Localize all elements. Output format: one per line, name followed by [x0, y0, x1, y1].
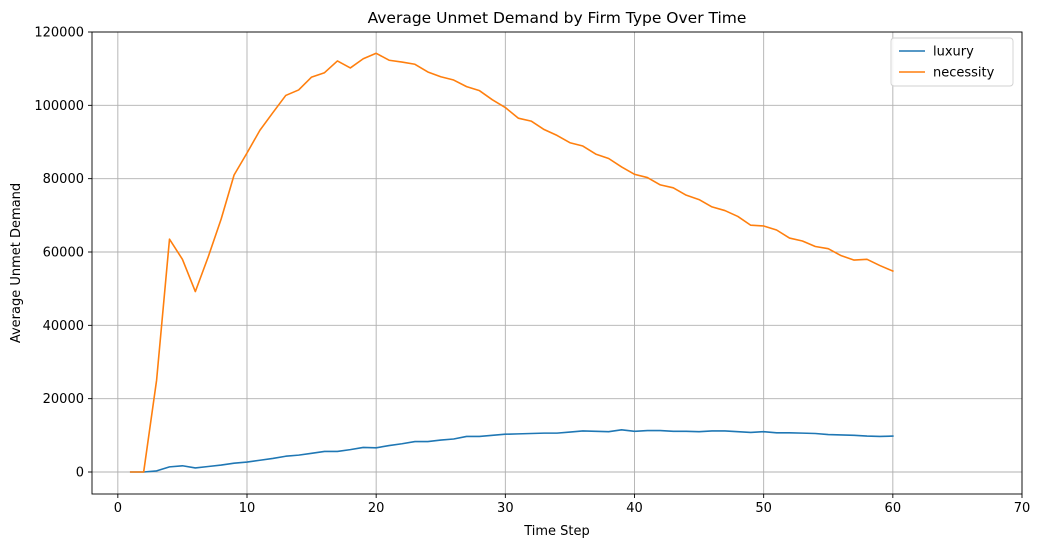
y-tick-label: 20000	[43, 392, 84, 407]
series-line-luxury	[129, 429, 894, 473]
legend-box	[890, 37, 1014, 87]
series-lines	[129, 52, 894, 473]
x-axis-title: Time Step	[523, 524, 590, 539]
x-tick-label: 50	[755, 501, 772, 516]
y-tick-label: 60000	[43, 246, 84, 261]
legend-label-necessity: necessity	[933, 66, 995, 81]
chart-title: Average Unmet Demand by Firm Type Over T…	[368, 9, 747, 27]
legend: luxury necessity	[890, 37, 1014, 87]
y-axis: 0 20000 40000 60000 80000 100000 120000	[34, 26, 92, 481]
x-tick-label: 0	[114, 501, 122, 516]
x-tick-label: 10	[239, 501, 256, 516]
x-tick-label: 60	[885, 501, 902, 516]
y-tick-label: 100000	[34, 99, 84, 114]
series-line-necessity	[129, 52, 894, 473]
plot-frame	[91, 31, 1023, 495]
x-axis: 0 10 20 30 40 50 60 70	[114, 494, 1031, 516]
x-tick-label: 20	[368, 501, 385, 516]
grid-lines	[92, 31, 1023, 494]
x-tick-label: 70	[1014, 501, 1031, 516]
y-tick-label: 80000	[43, 172, 84, 187]
y-tick-label: 40000	[43, 319, 84, 334]
legend-label-luxury: luxury	[933, 45, 974, 60]
plot-area	[92, 32, 1022, 494]
y-axis-title: Average Unmet Demand	[9, 183, 24, 343]
y-tick-label: 0	[76, 466, 84, 481]
y-tick-label: 120000	[34, 26, 84, 41]
x-tick-label: 40	[626, 501, 643, 516]
x-tick-label: 30	[497, 501, 514, 516]
